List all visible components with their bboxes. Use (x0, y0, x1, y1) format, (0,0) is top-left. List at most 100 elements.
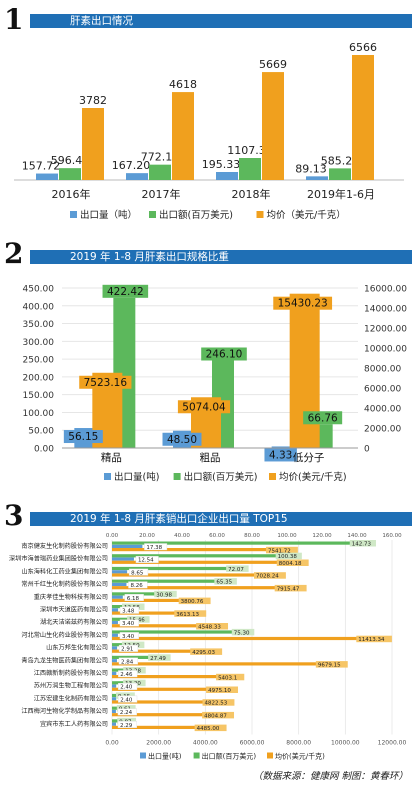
top15-enterprise-chart: 0.00 20.00 40.00 60.00 80.00 100.00 120.00 140.… (9, 533, 406, 761)
bar-1 (59, 168, 81, 180)
x-bottom-tick: 10000.00 (331, 740, 360, 747)
section-header-bar: 2019 年 1-8 月肝素销出口企业出口量 TOP15 (30, 512, 412, 526)
data-label: 2.91 (121, 647, 133, 653)
bar-2 (82, 108, 104, 180)
bar-blue (112, 722, 117, 726)
bar-0 (126, 173, 148, 180)
data-label: 8004.18 (279, 561, 302, 567)
data-label: 3.48 (122, 609, 135, 615)
bar-blue (112, 582, 127, 587)
bar-green (112, 554, 288, 558)
data-label: 4.33 (269, 449, 292, 461)
data-label-bg (174, 610, 207, 617)
data-label: 5074.04 (182, 401, 226, 413)
bar-orange (112, 636, 379, 641)
enterprise-name: 深圳市天道医药有限公司 (40, 606, 108, 614)
x-top-tick: 140.00 (347, 533, 367, 539)
bar-blue (112, 595, 123, 599)
y-left-tick: 450.00 (23, 285, 55, 295)
data-label-bg (194, 724, 227, 732)
data-label-bg (117, 682, 138, 690)
x-tick-label: 2017年 (142, 187, 181, 201)
legend-swatch (70, 211, 77, 218)
y-right-tick: 14000.00 (364, 305, 407, 315)
bar-0 (216, 172, 238, 180)
bar-0 (36, 173, 58, 180)
data-label: 66.76 (308, 412, 338, 424)
data-label: 17.38 (146, 545, 162, 551)
data-label-bg (178, 597, 211, 605)
data-label: 7523.16 (84, 377, 128, 389)
data-label: 2.40 (120, 697, 133, 703)
bar-orange (112, 687, 229, 691)
data-label-bg (154, 590, 177, 598)
data-label-bg (119, 606, 140, 614)
bar-blue (112, 671, 117, 675)
legend-swatch (193, 752, 200, 759)
legend-label: 均价(美元/千克) (279, 471, 347, 483)
data-label-bg (128, 581, 148, 589)
y-left-tick: 400.00 (23, 302, 55, 312)
legend-label: 出口量（吨） (80, 209, 137, 221)
data-label: 4548.33 (198, 625, 221, 631)
data-label-bg (214, 578, 237, 585)
data-label: 142.73 (352, 542, 372, 548)
bar-orange (112, 713, 225, 717)
enterprise-name: 南京健友生化制药股份有限公司 (21, 542, 108, 550)
y-right-tick: 8000.00 (364, 365, 401, 375)
data-label: 4822.53 (205, 701, 228, 707)
x-top-tick: 160.00 (382, 533, 402, 539)
data-label-bg (117, 708, 137, 716)
x-bottom-tick: 0.00 (105, 740, 119, 747)
bar-green (112, 541, 362, 545)
section-number: 2 (4, 237, 24, 270)
x-tick-label: 粗品 (200, 452, 221, 464)
bar-green (112, 655, 161, 659)
data-label: 4485.00 (197, 726, 220, 732)
data-label-bg (274, 584, 307, 592)
data-label-bg (202, 699, 235, 706)
data-label: 7028.24 (256, 574, 279, 580)
enterprise-name: 江西赣新制药股份有限公司 (34, 669, 108, 677)
data-label: 7915.47 (277, 586, 300, 592)
data-label-bg (231, 628, 255, 636)
section-header-bar: 肝素出口情况 (30, 14, 412, 28)
data-label: 75.30 (234, 630, 250, 636)
data-label-bg (162, 432, 202, 446)
bar-green (112, 579, 227, 583)
data-label-bg (264, 448, 297, 462)
data-label: 9679.15 (318, 663, 341, 669)
spec-share-chart: 0.00 50.00 100.00 150.00 200.00 250.00 300.00 3… (23, 285, 408, 484)
x-bottom-tick: 2000.00 (146, 740, 171, 747)
data-label-bg (124, 594, 144, 602)
section-1: 1 肝素出口情况 157.72 596.47 3782 2016年 167.20 772.… (0, 0, 418, 232)
data-label-bg (356, 635, 392, 643)
data-label-bg (201, 347, 247, 361)
data-label-bg (202, 711, 235, 719)
bar-blue (112, 621, 118, 625)
x-top-tick: 20.00 (139, 533, 155, 539)
data-label: 246.10 (206, 348, 243, 360)
data-label: 4295.03 (192, 650, 215, 656)
data-label-bg (63, 430, 103, 444)
data-label-bg (123, 679, 146, 687)
data-label: 56.15 (68, 431, 98, 443)
y-left-tick: 200.00 (23, 373, 55, 383)
data-label: 3.40 (122, 634, 135, 640)
bar-blue (112, 570, 128, 574)
data-label-bg (79, 375, 132, 389)
data-label-bg (118, 670, 138, 678)
data-label: 3800.76 (181, 599, 204, 605)
bar-blue (112, 709, 116, 714)
legend-label: 均价（美元/千克） (267, 209, 346, 221)
legend-swatch (104, 473, 111, 480)
y-left-tick: 50.00 (28, 427, 54, 437)
y-right-tick: 12000.00 (364, 325, 407, 335)
bar-green (112, 566, 239, 571)
x-top-tick: 120.00 (312, 533, 332, 539)
data-label: 167.20 (112, 159, 151, 172)
data-label: 48.50 (167, 434, 197, 446)
bar-orange (112, 548, 288, 552)
legend-label: 出口量(吨) (148, 752, 182, 761)
